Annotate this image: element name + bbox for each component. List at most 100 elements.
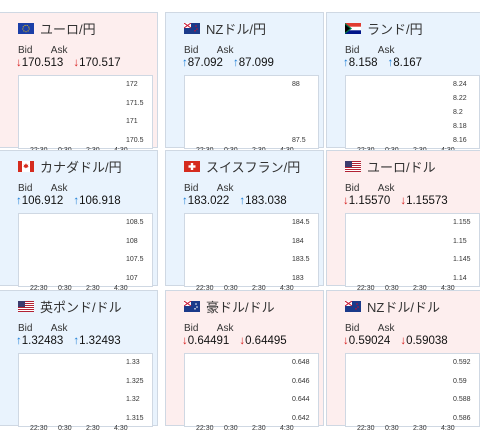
y-tick-label: 184: [292, 237, 304, 245]
ask-arrow-icon: ↑: [73, 335, 80, 347]
bid-value: ↑106.912: [16, 195, 63, 207]
y-tick-label: 8.2: [453, 109, 463, 116]
rate-card[interactable]: 豪ドル/ドル Bid Ask ↓0.64491 ↓0.64495 0.648 0.…: [165, 290, 324, 432]
bid-label: Bid: [18, 183, 33, 194]
y-tick-label: 0.592: [453, 359, 471, 366]
currency-pair[interactable]: NZドル/ドル: [367, 299, 440, 315]
bid-arrow-icon: ↓: [343, 195, 349, 207]
quote-labels: Bid Ask: [184, 183, 247, 194]
x-tick-label: 4:30: [114, 425, 128, 432]
card-title[interactable]: ランド/円: [345, 19, 423, 37]
x-tick-label: 2:30: [252, 285, 266, 292]
ask-number: 87.099: [238, 57, 274, 69]
bid-value: ↓1.15570: [343, 195, 390, 207]
mini-chart[interactable]: [345, 75, 480, 149]
bid-arrow-icon: ↓: [343, 335, 349, 347]
ask-value: ↓0.64495: [239, 335, 286, 347]
quote-labels: Bid Ask: [184, 323, 247, 334]
bid-number: 1.15570: [348, 195, 391, 207]
flag-icon: [184, 160, 200, 172]
ask-value: ↑8.167: [388, 57, 423, 69]
flag-icon: [18, 160, 34, 172]
bid-label: Bid: [345, 183, 360, 194]
bid-number: 183.022: [187, 195, 230, 207]
y-tick-label: 171.5: [126, 99, 144, 107]
flag-icon: [345, 160, 361, 172]
bid-label: Bid: [18, 323, 33, 334]
y-tick-label: 1.325: [126, 377, 144, 385]
y-tick-label: 1.14: [453, 275, 467, 282]
ask-number: 183.038: [245, 195, 287, 207]
ask-label: Ask: [216, 183, 234, 194]
currency-pair[interactable]: ユーロ/ドル: [367, 159, 436, 175]
y-tick-label: 0.588: [453, 396, 471, 404]
x-tick-label: 0:30: [58, 425, 72, 432]
rate-card[interactable]: スイスフラン/円 Bid Ask ↑183.022 ↑183.038 184.5…: [165, 150, 324, 292]
y-tick-label: 170.5: [126, 137, 144, 144]
x-tick-label: 2:30: [413, 425, 427, 432]
ask-number: 0.59038: [406, 335, 448, 347]
ask-number: 170.517: [79, 57, 121, 69]
ask-label: Ask: [216, 323, 234, 334]
bid-arrow-icon: ↓: [182, 335, 188, 347]
card-title[interactable]: ユーロ/円: [18, 19, 96, 37]
mini-chart[interactable]: [184, 213, 319, 287]
currency-pair[interactable]: ランド/円: [367, 21, 423, 37]
mini-chart[interactable]: [18, 75, 153, 149]
ask-value: ↓0.59038: [400, 335, 447, 347]
quote-values: ↑1.32483 ↑1.32493: [16, 335, 121, 347]
bid-number: 87.092: [187, 57, 223, 69]
bid-number: 0.59024: [348, 335, 391, 347]
flag-icon: [18, 300, 34, 312]
x-tick-label: 0:30: [224, 425, 238, 432]
currency-pair[interactable]: 英ポンド/ドル: [40, 299, 122, 315]
bid-label: Bid: [184, 45, 199, 56]
ask-value: ↑183.038: [239, 195, 286, 207]
x-tick-label: 4:30: [441, 425, 455, 432]
currency-pair[interactable]: カナダドル/円: [40, 159, 122, 175]
card-title[interactable]: 英ポンド/ドル: [18, 297, 122, 315]
currency-pair[interactable]: NZドル/円: [206, 21, 266, 37]
rate-card[interactable]: ユーロ/円 Bid Ask ↓170.513 ↓170.517 172 171.5…: [0, 12, 158, 154]
ask-number: 0.64495: [245, 335, 287, 347]
currency-pair[interactable]: ユーロ/円: [40, 21, 96, 37]
rate-card[interactable]: ランド/円 Bid Ask ↑8.158 ↑8.167 8.24 8.22 8.2 8…: [326, 12, 480, 154]
bid-label: Bid: [184, 183, 199, 194]
card-title[interactable]: 豪ドル/ドル: [184, 297, 275, 315]
rate-card[interactable]: カナダドル/円 Bid Ask ↑106.912 ↑106.918 108.5 1…: [0, 150, 158, 292]
mini-chart[interactable]: [184, 75, 319, 149]
x-tick-label: 2:30: [86, 285, 100, 292]
currency-pair[interactable]: スイスフラン/円: [206, 159, 301, 175]
x-tick-label: 0:30: [58, 285, 72, 292]
ask-label: Ask: [50, 183, 68, 194]
y-tick-label: 0.648: [292, 359, 310, 366]
card-title[interactable]: NZドル/円: [184, 19, 266, 37]
card-title[interactable]: ユーロ/ドル: [345, 157, 436, 175]
rate-card[interactable]: NZドル/ドル Bid Ask ↓0.59024 ↓0.59038 0.592 0…: [326, 290, 480, 432]
rate-card[interactable]: ユーロ/ドル Bid Ask ↓1.15570 ↓1.15573 1.155 1.…: [326, 150, 480, 292]
rate-card[interactable]: NZドル/円 Bid Ask ↑87.092 ↑87.099 8887.522:…: [165, 12, 324, 154]
y-tick-label: 0.586: [453, 415, 471, 422]
ask-arrow-icon: ↓: [400, 195, 407, 207]
x-tick-label: 22:30: [30, 285, 48, 292]
y-tick-label: 184.5: [292, 219, 310, 226]
mini-chart[interactable]: [18, 213, 153, 287]
currency-pair[interactable]: 豪ドル/ドル: [206, 299, 275, 315]
ask-arrow-icon: ↑: [239, 195, 246, 207]
y-tick-label: 8.22: [453, 95, 467, 102]
ask-arrow-icon: ↓: [400, 335, 407, 347]
y-tick-label: 1.315: [126, 415, 144, 422]
rate-card[interactable]: 英ポンド/ドル Bid Ask ↑1.32483 ↑1.32493 1.33 1.…: [0, 290, 158, 432]
bid-arrow-icon: ↓: [16, 57, 22, 69]
x-tick-label: 4:30: [280, 285, 294, 292]
ask-number: 106.918: [79, 195, 121, 207]
card-title[interactable]: スイスフラン/円: [184, 157, 300, 175]
flag-icon: [18, 22, 34, 34]
card-title[interactable]: カナダドル/円: [18, 157, 122, 175]
quote-labels: Bid Ask: [18, 45, 81, 56]
ask-label: Ask: [216, 45, 234, 56]
bid-arrow-icon: ↑: [16, 335, 22, 347]
card-title[interactable]: NZドル/ドル: [345, 297, 440, 315]
x-tick-label: 2:30: [252, 425, 266, 432]
bid-value: ↑183.022: [182, 195, 229, 207]
